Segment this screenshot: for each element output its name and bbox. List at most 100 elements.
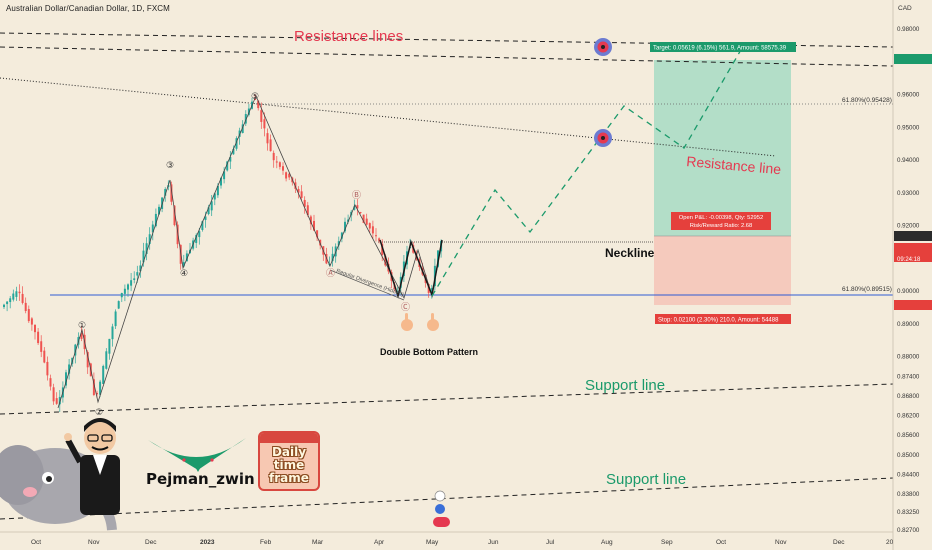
- candle-body: [58, 396, 61, 405]
- candle-body: [309, 216, 312, 225]
- candle-body: [213, 193, 216, 200]
- candle-body: [229, 157, 232, 162]
- candle-body: [226, 161, 229, 171]
- candle-body: [105, 351, 108, 369]
- support-line-label-lower: Support line: [606, 471, 686, 488]
- candle-body: [185, 253, 188, 262]
- candle-body: [198, 231, 201, 238]
- x-tick-label[interactable]: Aug: [601, 539, 613, 546]
- event-icons[interactable]: [433, 490, 450, 527]
- x-tick-label[interactable]: Nov: [775, 539, 787, 546]
- candle-body: [139, 265, 142, 272]
- y-tick-label: 0.93000: [897, 190, 920, 197]
- stop-label-box: [655, 314, 791, 324]
- x-tick-label[interactable]: Feb: [260, 539, 272, 546]
- y-tick-label: 0.84400: [897, 472, 920, 479]
- candle-body: [114, 311, 117, 327]
- support-line-upper[interactable]: [0, 383, 894, 415]
- candle-body: [173, 205, 176, 226]
- last-price-tag: [894, 243, 932, 262]
- support-line-label-upper: Support line: [585, 377, 665, 394]
- candle-body: [204, 216, 207, 220]
- candle-body: [344, 221, 346, 232]
- candle-body: [282, 166, 284, 171]
- flag-icon: [435, 504, 445, 514]
- x-tick-label[interactable]: Nov: [88, 539, 100, 546]
- candle-body: [37, 331, 40, 344]
- resistance-line-diagonal[interactable]: [0, 77, 777, 157]
- wave-label-c: Ⓒ: [401, 302, 410, 313]
- candle-body: [80, 333, 83, 339]
- x-tick-label[interactable]: Sep: [661, 539, 673, 546]
- resistance-line-top[interactable]: [0, 32, 894, 48]
- y-tick-label: 0.85600: [897, 432, 920, 439]
- x-tick-label[interactable]: Apr: [374, 539, 385, 546]
- candle-body: [278, 162, 281, 167]
- y-tick-label: 0.86800: [897, 393, 920, 400]
- candle-body: [30, 318, 33, 325]
- profit-zone: [654, 60, 791, 236]
- x-tick-label[interactable]: Dec: [833, 539, 845, 546]
- candle-body: [337, 241, 340, 246]
- candle-body: [86, 351, 89, 368]
- x-tick-label[interactable]: Mar: [312, 539, 324, 546]
- x-tick-label[interactable]: May: [426, 539, 439, 546]
- neckline-label: Neckline: [605, 246, 655, 260]
- x-axis-ticks[interactable]: Oct Nov Dec 2023 Feb Mar Apr May Jun Jul Aug Sep Oct…: [31, 539, 894, 546]
- candle-body: [108, 338, 111, 354]
- candle-body: [300, 191, 303, 198]
- stop-label: Stop: 0.02100 (2.30%) 210.0, Amount: 544…: [658, 318, 779, 324]
- target-label-box: [650, 42, 796, 52]
- badge-line-3: frame: [269, 471, 309, 485]
- candle-body: [111, 326, 114, 340]
- x-tick-label[interactable]: 20: [886, 539, 894, 546]
- candle-body: [65, 372, 67, 386]
- y-tick-label: 0.85000: [897, 452, 920, 459]
- candle-body: [232, 148, 235, 155]
- candle-body: [269, 139, 272, 152]
- candle-body: [244, 114, 247, 124]
- y-tick-label: 0.92000: [897, 223, 920, 230]
- y-tick-label: 0.86200: [897, 413, 920, 420]
- candle-body: [303, 199, 306, 207]
- x-tick-label[interactable]: Oct: [716, 539, 726, 546]
- divergence-line: [329, 269, 405, 301]
- resistance-lines-label: Resistance lines: [294, 28, 403, 45]
- candle-body: [216, 185, 219, 196]
- candle-body: [3, 304, 5, 308]
- resistance-line-second[interactable]: [0, 46, 894, 67]
- candle-body: [347, 219, 350, 222]
- x-tick-label[interactable]: Oct: [31, 539, 41, 546]
- candle-body: [12, 293, 15, 300]
- price-axis[interactable]: [893, 0, 932, 550]
- candle-body: [142, 250, 145, 263]
- candle-body: [117, 301, 120, 309]
- candle-body: [220, 177, 222, 186]
- pointing-hand-icon-left: [401, 313, 413, 331]
- x-tick-label[interactable]: Jul: [546, 539, 555, 546]
- candle-body: [145, 243, 148, 254]
- candle-body: [368, 223, 371, 229]
- y-tick-label: 0.96000: [897, 92, 920, 99]
- candle-body: [46, 361, 49, 376]
- x-tick-label[interactable]: Dec: [145, 539, 157, 546]
- candle-body: [260, 110, 263, 122]
- candle-body: [136, 272, 139, 276]
- daily-time-frame-badge: Daily time frame: [258, 431, 320, 491]
- double-bottom-lines: [379, 239, 443, 299]
- support-line-lower[interactable]: [0, 477, 894, 520]
- x-tick-label[interactable]: Jun: [488, 539, 499, 546]
- candle-body: [182, 262, 185, 267]
- candle-body: [40, 341, 43, 352]
- candle-body: [68, 364, 71, 374]
- candle-body: [154, 213, 157, 227]
- candle-body: [21, 293, 24, 303]
- candle-body: [74, 344, 77, 356]
- badge-line-2: time: [273, 458, 305, 472]
- stop-price-tag: [894, 300, 932, 310]
- candle-body: [151, 224, 154, 233]
- x-tick-label[interactable]: 2023: [200, 539, 215, 546]
- candle-body: [257, 100, 260, 109]
- candle-body: [396, 291, 399, 294]
